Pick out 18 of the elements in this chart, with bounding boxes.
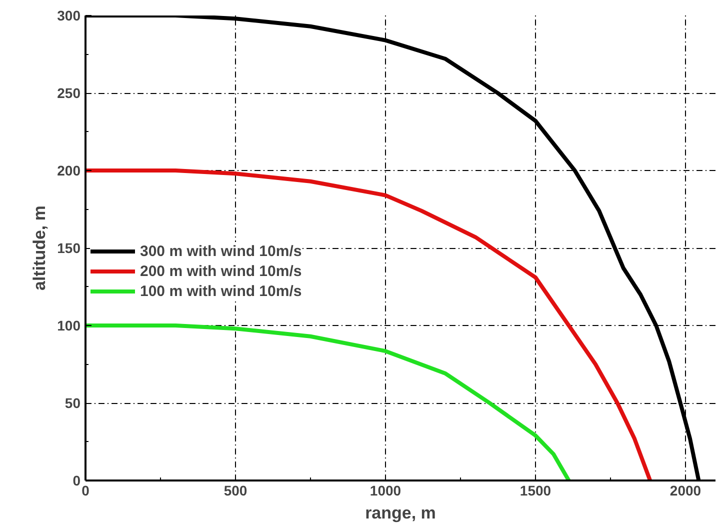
y-tick-label: 200 (57, 162, 81, 178)
x-tick-label: 1500 (520, 482, 552, 498)
x-tick-label: 500 (224, 482, 248, 498)
y-tick-label: 0 (72, 472, 81, 488)
line-series (86, 324, 571, 480)
legend-label: 300 m with wind 10m/s (140, 242, 302, 260)
x-axis-title: range, m (365, 504, 436, 522)
y-tick-label: 250 (57, 85, 81, 101)
legend-label: 200 m with wind 10m/s (140, 262, 302, 280)
y-tick-label: 150 (57, 240, 81, 256)
legend-label: 100 m with wind 10m/s (140, 282, 302, 300)
x-tick-label: 1000 (370, 482, 402, 498)
y-tick-label: 100 (57, 318, 81, 334)
x-tick-label: 2000 (670, 482, 702, 498)
y-tick-label: 300 (57, 8, 81, 24)
y-tick-label: 50 (64, 395, 81, 411)
line-series (86, 168, 652, 480)
y-axis-title: altitude, m (30, 205, 50, 291)
